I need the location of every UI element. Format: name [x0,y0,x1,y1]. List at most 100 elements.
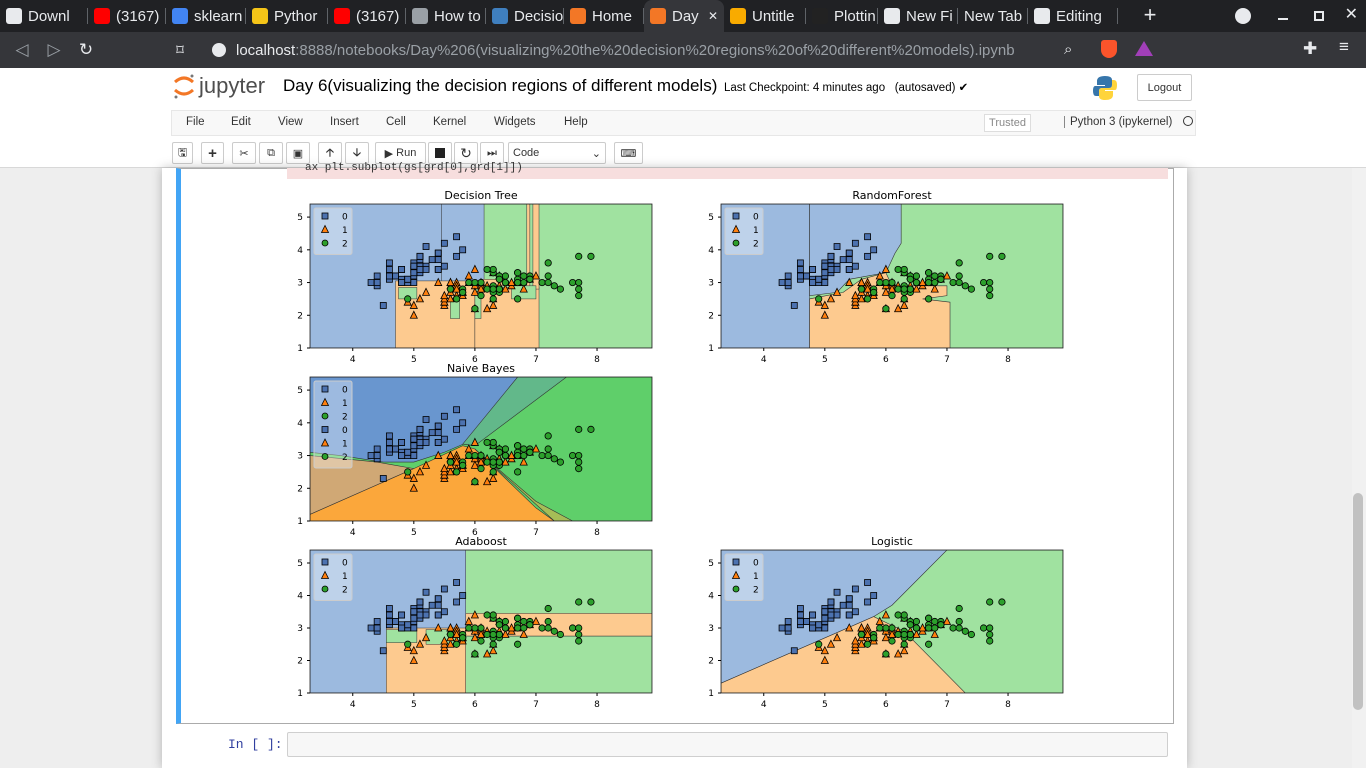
run-button[interactable]: ▶ Run [375,142,426,164]
jupyter-logo-icon [174,74,194,99]
data-point [986,292,994,300]
data-point [470,460,480,469]
browser-tab[interactable]: Pythor [246,0,328,32]
data-point [452,629,461,638]
trusted-indicator[interactable]: Trusted [984,114,1031,132]
menu-item-file[interactable]: File [186,116,205,128]
browser-tab[interactable]: sklearn [166,0,246,32]
cut-button[interactable]: ✂ [232,142,256,164]
browser-tab[interactable]: Untitle [724,0,806,32]
data-point [544,432,552,440]
browser-tab[interactable]: (3167) [328,0,406,32]
data-point [912,617,921,626]
maximize-icon[interactable] [1314,11,1324,21]
forward-button[interactable]: ▷ [47,40,61,59]
back-button[interactable]: ◁ [15,40,29,59]
browser-tab[interactable]: New Fi [878,0,958,32]
y-tick-label: 1 [297,689,303,699]
menu-item-cell[interactable]: Cell [386,116,406,128]
browser-tab[interactable]: Home [564,0,644,32]
jupyter-logo-text: jupyter [199,73,266,98]
new-tab-button[interactable]: + [1143,2,1157,27]
menu-item-insert[interactable]: Insert [330,116,359,128]
browser-tab[interactable]: Plottin [806,0,878,32]
browser-tab[interactable]: (3167) [88,0,166,32]
data-point [410,608,418,616]
data-point [434,595,442,603]
data-point [569,451,577,460]
cell-type-select[interactable]: Code ⌄ [508,142,606,164]
data-point [820,645,829,655]
browser-tab[interactable]: Day ✕ [644,0,724,32]
command-palette-button[interactable]: ⌨ [614,142,643,164]
data-point [857,285,866,293]
browser-tab[interactable]: How to [406,0,486,32]
logout-button[interactable]: Logout [1137,74,1192,101]
menu-item-view[interactable]: View [278,116,303,128]
restart-run-all-button[interactable]: ⏭ [480,142,504,164]
data-point [538,278,546,287]
url-path: :8888/notebooks/Day%206(visualizing%20th… [295,41,1015,59]
x-tick-label: 5 [822,355,828,365]
browser-tab[interactable]: Editing [1028,0,1118,32]
y-tick-label: 5 [297,213,303,223]
jupyter-logo[interactable]: jupyter [172,72,265,100]
kernel-idle-icon [1183,116,1194,126]
copy-button[interactable]: ⧉ [259,142,283,164]
subplot: Logistic 4 5 6 7 8 1 2 3 4 5 0 1 2 [708,535,1064,710]
move-up-button[interactable]: 🡡 [318,142,342,164]
data-point [392,445,399,453]
x-tick-label: 7 [533,355,539,365]
data-point [550,627,558,635]
tab-search-icon[interactable] [1235,8,1251,24]
paste-button[interactable]: ▣ [286,142,310,164]
menu-item-widgets[interactable]: Widgets [494,116,536,128]
scrollbar-thumb[interactable] [1353,493,1363,710]
notebook-title[interactable]: Day 6(visualizing the decision regions o… [283,76,718,95]
move-down-button[interactable]: 🡣 [345,142,369,164]
browser-tab[interactable]: Decisio [486,0,564,32]
data-point [470,632,480,642]
menu-item-help[interactable]: Help [564,116,588,128]
minimize-icon[interactable] [1278,18,1288,20]
zoom-icon[interactable]: ⌕ [1064,41,1073,58]
restart-button[interactable]: ↻ [454,142,478,164]
data-point [410,624,418,632]
legend-marker [320,438,330,447]
save-button[interactable]: 🖫 [172,142,193,164]
data-point [519,629,528,638]
data-point [937,621,945,629]
extensions-icon[interactable]: ✚ [1303,39,1318,58]
input-prompt: In [ ]: [228,737,283,752]
reload-button[interactable]: ↻ [78,40,94,59]
region-layer [721,204,1063,348]
code-input[interactable] [287,732,1168,757]
close-tab-icon[interactable]: ✕ [707,9,718,23]
brave-shield-icon[interactable] [1101,40,1117,58]
bookmark-icon[interactable]: ⌑ [176,42,184,59]
data-point [851,585,859,593]
insert-cell-button[interactable]: + [201,142,224,164]
browser-tab[interactable]: Downl [0,0,88,32]
info-icon[interactable] [212,43,226,57]
menu-icon[interactable]: ≡ [1339,37,1349,56]
data-point [851,608,859,616]
data-point [900,611,908,619]
interrupt-button[interactable] [428,142,452,164]
data-point [514,614,522,622]
x-tick-label: 8 [1005,355,1011,365]
kernel-indicator[interactable]: Python 3 (ipykernel) [1064,116,1194,128]
data-point [452,640,461,648]
browser-tab[interactable]: New Tab [958,0,1028,32]
data-point [820,310,829,319]
close-window-icon[interactable]: ✕ [1344,6,1358,23]
brave-rewards-icon[interactable] [1135,41,1153,56]
address-bar[interactable]: localhost:8888/notebooks/Day%206(visuali… [200,36,1090,64]
github-icon [884,8,900,24]
axes-frame [720,203,1064,349]
data-point [986,624,994,632]
data-point [893,303,903,313]
menu-item-kernel[interactable]: Kernel [433,116,467,128]
tab-separator [245,8,246,24]
menu-item-edit[interactable]: Edit [231,116,251,128]
